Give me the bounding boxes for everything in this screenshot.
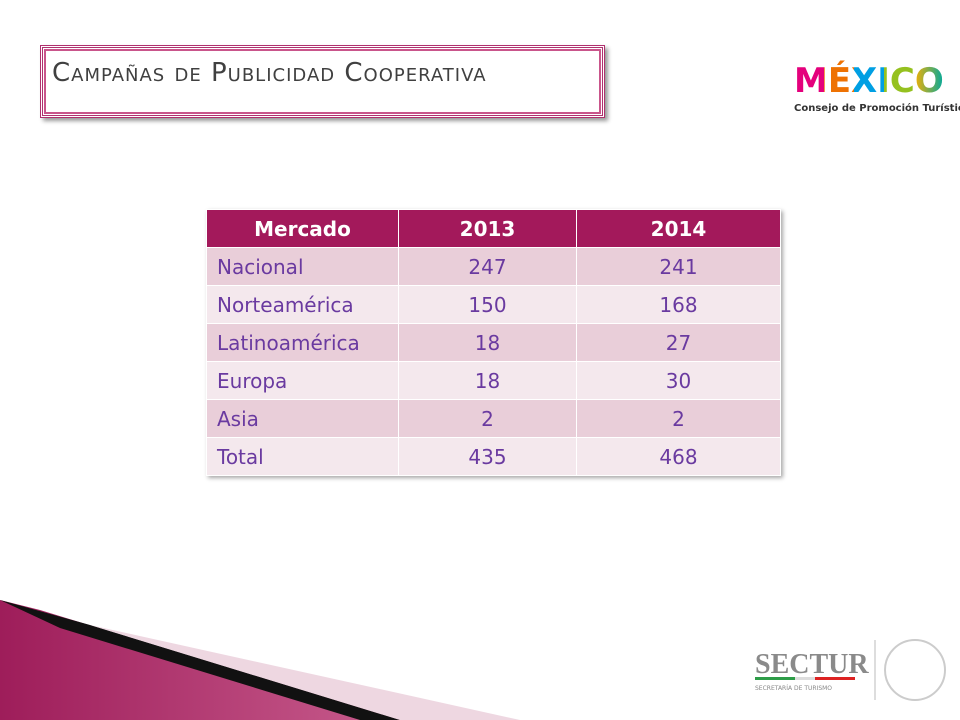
table-row: Asia 2 2 [206, 399, 781, 438]
table-row: Norteamérica 150 168 [206, 285, 781, 324]
flag-white [795, 677, 815, 680]
column-header: 2013 [398, 209, 577, 248]
cell-value: 150 [398, 285, 577, 324]
cell-label: Europa [206, 361, 399, 400]
cell-label: Total [206, 437, 399, 476]
flag-red [815, 677, 855, 680]
cell-value: 468 [576, 437, 781, 476]
footer-subtitle: SECRETARÍA DE TURISMO [755, 685, 832, 692]
title: Campañas de Publicidad Cooperativa [52, 58, 487, 88]
logo-subtitle: Consejo de Promoción Turística [794, 102, 960, 114]
column-header: Mercado [206, 209, 399, 248]
swoosh-light [90, 625, 520, 720]
seal [884, 639, 946, 701]
table-row: Nacional 247 241 [206, 247, 781, 286]
footer-brand: SECTUR [755, 649, 869, 680]
title-box [40, 45, 605, 118]
header-row: Mercado 2013 2014 [206, 209, 781, 248]
cell-value: 2 [576, 399, 781, 438]
table-row: Europa 18 30 [206, 361, 781, 400]
cell-label: Asia [206, 399, 399, 438]
cell-label: Nacional [206, 247, 399, 286]
table: Mercado 2013 2014 Nacional 247 241 Norteaméric… [206, 209, 781, 476]
table-row: Latinoamérica 18 27 [206, 323, 781, 362]
cell-value: 168 [576, 285, 781, 324]
cell-label: Norteamérica [206, 285, 399, 324]
cell-value: 18 [398, 323, 577, 362]
cell-value: 2 [398, 399, 577, 438]
swoosh-edge [0, 600, 400, 720]
column-header: 2014 [576, 209, 781, 248]
table-row: Total 435 468 [206, 437, 781, 476]
cell-value: 30 [576, 361, 781, 400]
flag-green [755, 677, 795, 680]
cell-value: 27 [576, 323, 781, 362]
cell-value: 247 [398, 247, 577, 286]
logo-brand: MÉXICO [794, 60, 944, 101]
cell-value: 18 [398, 361, 577, 400]
cell-label: Latinoamérica [206, 323, 399, 362]
cell-value: 241 [576, 247, 781, 286]
cell-value: 435 [398, 437, 577, 476]
